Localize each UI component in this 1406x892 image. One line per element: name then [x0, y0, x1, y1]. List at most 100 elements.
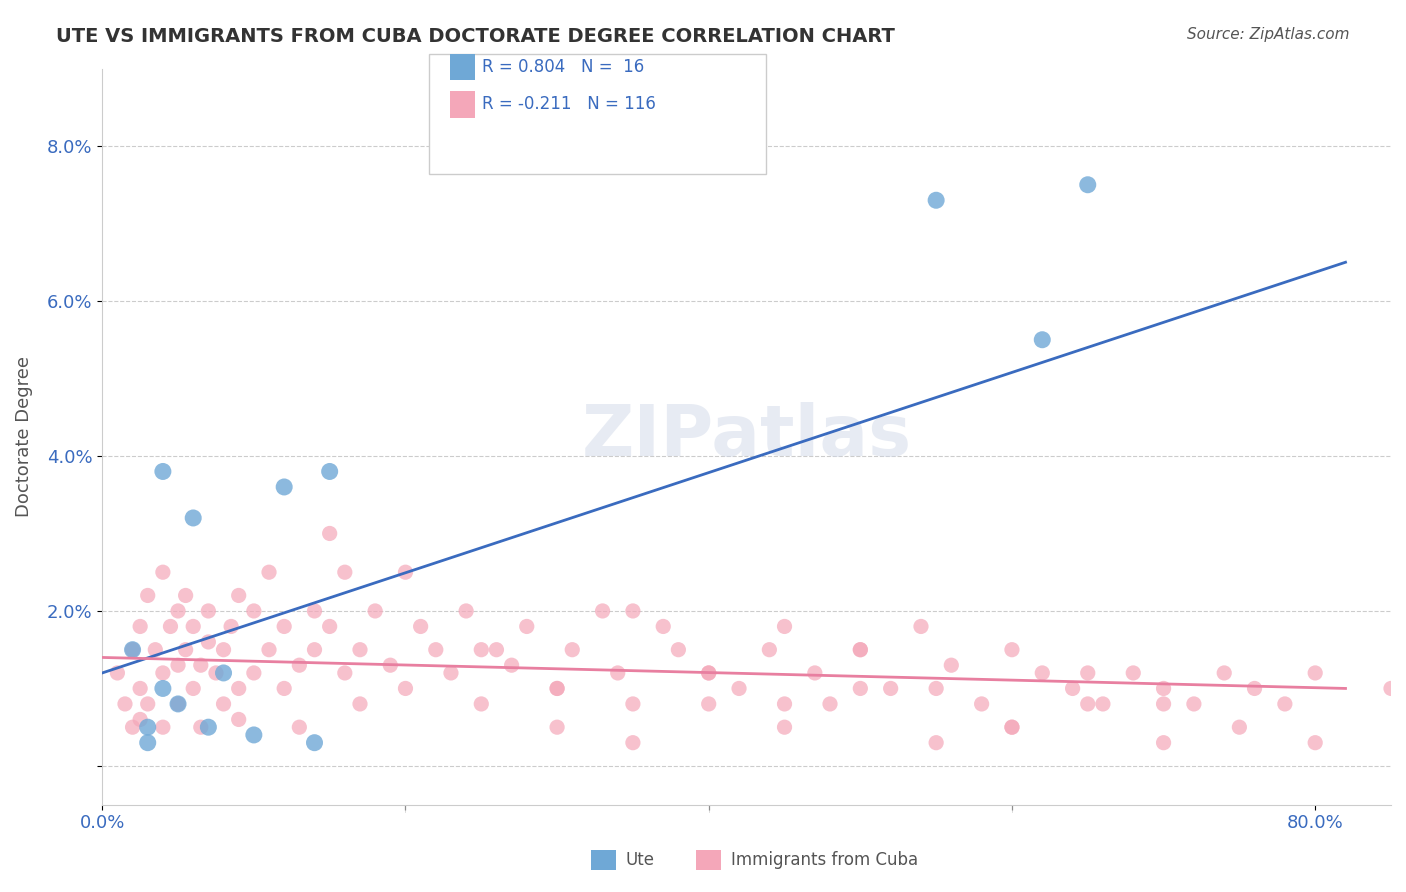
- Point: [546, 681, 568, 696]
- Point: [1153, 736, 1175, 750]
- Point: [197, 604, 219, 618]
- Point: [243, 604, 266, 618]
- Point: [152, 720, 174, 734]
- Point: [136, 736, 159, 750]
- Point: [1077, 697, 1099, 711]
- Point: [758, 642, 780, 657]
- Point: [666, 642, 689, 657]
- Point: [181, 619, 204, 633]
- Point: [485, 642, 508, 657]
- Point: [394, 565, 416, 579]
- Point: [333, 665, 356, 680]
- Point: [212, 642, 235, 657]
- Point: [516, 619, 538, 633]
- Text: Ute: Ute: [626, 851, 655, 869]
- Point: [910, 619, 932, 633]
- Point: [470, 697, 492, 711]
- Point: [167, 697, 190, 711]
- Point: [167, 604, 190, 618]
- Point: [773, 619, 796, 633]
- Point: [121, 642, 143, 657]
- Point: [121, 720, 143, 734]
- Point: [1031, 333, 1053, 347]
- Point: [1227, 720, 1250, 734]
- Point: [318, 619, 340, 633]
- Point: [1062, 681, 1084, 696]
- Point: [621, 604, 644, 618]
- Point: [304, 736, 326, 750]
- Point: [243, 728, 266, 742]
- Point: [228, 681, 250, 696]
- Point: [1213, 665, 1236, 680]
- Point: [470, 642, 492, 657]
- Point: [1077, 178, 1099, 192]
- Point: [1153, 681, 1175, 696]
- Y-axis label: Doctorate Degree: Doctorate Degree: [15, 356, 32, 517]
- Point: [212, 697, 235, 711]
- Point: [606, 665, 628, 680]
- Point: [143, 642, 166, 657]
- Point: [197, 635, 219, 649]
- Point: [1122, 665, 1144, 680]
- Text: Source: ZipAtlas.com: Source: ZipAtlas.com: [1187, 27, 1350, 42]
- Point: [1274, 697, 1296, 711]
- Point: [349, 642, 371, 657]
- Point: [697, 665, 720, 680]
- Point: [167, 697, 190, 711]
- Point: [105, 665, 128, 680]
- Point: [273, 619, 295, 633]
- Point: [425, 642, 447, 657]
- Point: [333, 565, 356, 579]
- Point: [1031, 665, 1053, 680]
- Point: [456, 604, 478, 618]
- Point: [1001, 642, 1024, 657]
- Text: ZIPatlas: ZIPatlas: [582, 402, 911, 471]
- Point: [849, 642, 872, 657]
- Point: [1153, 697, 1175, 711]
- Point: [121, 642, 143, 657]
- Point: [318, 526, 340, 541]
- Point: [152, 681, 174, 696]
- Point: [181, 681, 204, 696]
- Point: [380, 658, 402, 673]
- Point: [219, 619, 242, 633]
- Point: [621, 736, 644, 750]
- Point: [697, 665, 720, 680]
- Point: [174, 589, 197, 603]
- Point: [205, 665, 228, 680]
- Point: [273, 480, 295, 494]
- Point: [190, 720, 212, 734]
- Point: [409, 619, 432, 633]
- Point: [1243, 681, 1265, 696]
- Point: [728, 681, 751, 696]
- Point: [546, 720, 568, 734]
- Point: [129, 713, 152, 727]
- Point: [129, 681, 152, 696]
- Point: [1077, 665, 1099, 680]
- Point: [288, 658, 311, 673]
- Point: [440, 665, 463, 680]
- Point: [136, 589, 159, 603]
- Point: [925, 193, 948, 207]
- Point: [197, 720, 219, 734]
- Point: [561, 642, 583, 657]
- Point: [228, 713, 250, 727]
- Point: [114, 697, 136, 711]
- Point: [304, 642, 326, 657]
- Point: [304, 604, 326, 618]
- Point: [697, 697, 720, 711]
- Point: [849, 642, 872, 657]
- Point: [1182, 697, 1205, 711]
- Point: [129, 619, 152, 633]
- Point: [501, 658, 523, 673]
- Point: [1303, 736, 1326, 750]
- Point: [167, 658, 190, 673]
- Point: [349, 697, 371, 711]
- Point: [925, 681, 948, 696]
- Point: [1091, 697, 1114, 711]
- Point: [190, 658, 212, 673]
- Text: R = 0.804   N =  16: R = 0.804 N = 16: [482, 58, 644, 76]
- Point: [1379, 681, 1402, 696]
- Point: [257, 565, 280, 579]
- Point: [1303, 665, 1326, 680]
